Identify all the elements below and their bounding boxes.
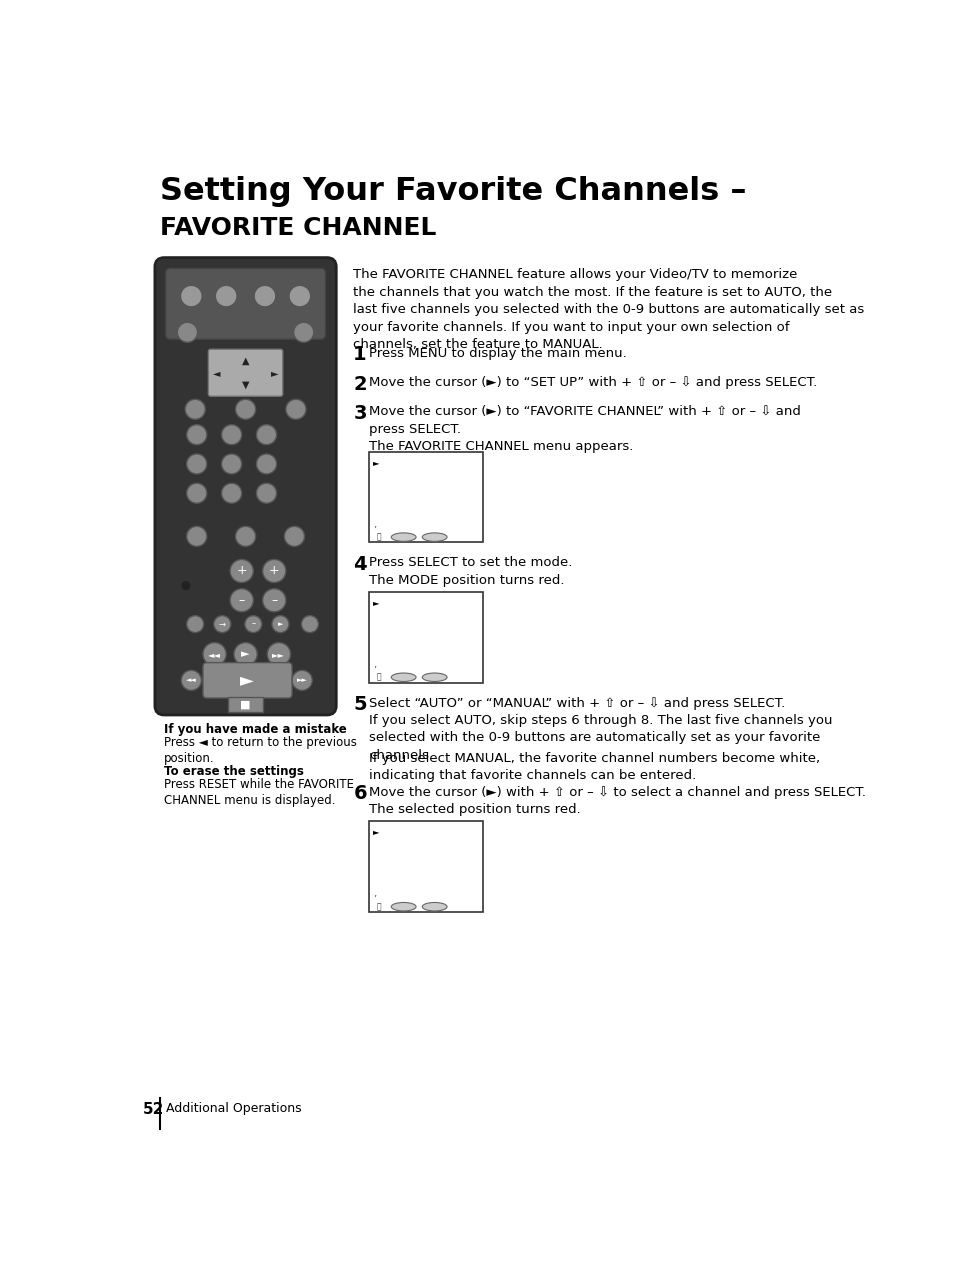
Circle shape — [215, 285, 236, 307]
Circle shape — [221, 424, 241, 445]
Circle shape — [187, 615, 204, 633]
Circle shape — [221, 483, 241, 503]
Text: –: – — [238, 594, 245, 606]
Circle shape — [187, 483, 207, 503]
Text: To erase the settings: To erase the settings — [164, 764, 304, 778]
Bar — [369, 822, 483, 912]
Text: If you have made a mistake: If you have made a mistake — [164, 722, 347, 735]
Circle shape — [267, 642, 291, 666]
Text: 1: 1 — [353, 345, 367, 364]
Circle shape — [262, 589, 286, 612]
Text: ►►: ►► — [296, 678, 307, 683]
FancyBboxPatch shape — [208, 349, 282, 396]
Circle shape — [221, 454, 241, 474]
Text: ►►: ►► — [273, 650, 285, 659]
Circle shape — [294, 322, 314, 343]
Text: If you select MANUAL, the favorite channel numbers become white,
indicating that: If you select MANUAL, the favorite chann… — [369, 752, 819, 782]
Circle shape — [177, 322, 197, 343]
Text: ►: ► — [277, 622, 283, 627]
Circle shape — [213, 615, 231, 633]
Text: Move the cursor (►) to “FAVORITE CHANNEL” with + ⇧ or – ⇩ and
press SELECT.
The : Move the cursor (►) to “FAVORITE CHANNEL… — [369, 405, 800, 454]
Bar — [228, 697, 263, 712]
FancyBboxPatch shape — [203, 662, 292, 698]
Text: ►: ► — [241, 650, 250, 659]
Text: ►: ► — [373, 827, 379, 837]
Text: ⎘: ⎘ — [376, 673, 381, 682]
Text: –: – — [271, 594, 277, 606]
Text: ►: ► — [373, 457, 379, 466]
Circle shape — [185, 399, 205, 419]
Circle shape — [235, 399, 255, 419]
Text: ⎘: ⎘ — [376, 533, 381, 541]
Circle shape — [286, 399, 306, 419]
Ellipse shape — [422, 673, 447, 682]
Circle shape — [245, 615, 261, 633]
Text: Move the cursor (►) with + ⇧ or – ⇩ to select a channel and press SELECT.
The se: Move the cursor (►) with + ⇧ or – ⇩ to s… — [369, 786, 865, 817]
Circle shape — [262, 559, 286, 582]
Text: Additional Operations: Additional Operations — [166, 1102, 301, 1115]
Circle shape — [292, 670, 312, 691]
Text: Press MENU to display the main menu.: Press MENU to display the main menu. — [369, 347, 626, 361]
Ellipse shape — [391, 533, 416, 541]
Circle shape — [180, 285, 202, 307]
Circle shape — [256, 483, 276, 503]
Text: ◄◄: ◄◄ — [186, 678, 196, 683]
Text: Move the cursor (►) to “SET UP” with + ⇧ or – ⇩ and press SELECT.: Move the cursor (►) to “SET UP” with + ⇧… — [369, 376, 816, 389]
Text: ’: ’ — [373, 896, 376, 905]
Text: ⎘: ⎘ — [376, 902, 381, 911]
Circle shape — [203, 642, 226, 666]
Text: ►: ► — [373, 598, 379, 606]
Text: ►: ► — [240, 671, 253, 689]
FancyBboxPatch shape — [154, 257, 335, 715]
Text: Setting Your Favorite Channels –: Setting Your Favorite Channels – — [159, 176, 745, 206]
Text: 2: 2 — [353, 375, 367, 394]
Text: +: + — [269, 564, 279, 577]
Text: ►: ► — [271, 368, 277, 378]
Circle shape — [187, 454, 207, 474]
Text: ▼: ▼ — [241, 380, 249, 390]
Text: +: + — [236, 564, 247, 577]
Circle shape — [253, 285, 275, 307]
Text: ▲: ▲ — [241, 355, 249, 366]
Text: 4: 4 — [353, 554, 367, 573]
Ellipse shape — [422, 902, 447, 911]
Text: Press RESET while the FAVORITE
CHANNEL menu is displayed.: Press RESET while the FAVORITE CHANNEL m… — [164, 778, 354, 808]
Circle shape — [256, 424, 276, 445]
Text: →: → — [218, 619, 226, 628]
Circle shape — [230, 589, 253, 612]
Text: 6: 6 — [353, 785, 367, 804]
Circle shape — [233, 642, 257, 666]
Text: ◄: ◄ — [213, 368, 220, 378]
Circle shape — [187, 526, 207, 547]
Text: Press ◄ to return to the previous
position.: Press ◄ to return to the previous positi… — [164, 736, 356, 764]
Ellipse shape — [391, 902, 416, 911]
Text: ’: ’ — [373, 666, 376, 675]
Text: ’: ’ — [373, 526, 376, 535]
Text: ◄◄: ◄◄ — [208, 650, 221, 659]
Text: Select “AUTO” or “MANUAL” with + ⇧ or – ⇩ and press SELECT.
If you select AUTO, : Select “AUTO” or “MANUAL” with + ⇧ or – … — [369, 697, 831, 762]
Circle shape — [272, 615, 289, 633]
Text: The FAVORITE CHANNEL feature allows your Video/TV to memorize
the channels that : The FAVORITE CHANNEL feature allows your… — [353, 269, 863, 352]
Text: FAVORITE CHANNEL: FAVORITE CHANNEL — [159, 217, 436, 240]
Circle shape — [289, 285, 311, 307]
Text: ■: ■ — [240, 699, 251, 710]
Circle shape — [301, 615, 318, 633]
Circle shape — [230, 559, 253, 582]
Text: 3: 3 — [353, 404, 366, 423]
Ellipse shape — [391, 673, 416, 682]
Circle shape — [256, 454, 276, 474]
Text: 5: 5 — [353, 694, 367, 713]
Circle shape — [284, 526, 304, 547]
Circle shape — [235, 526, 255, 547]
FancyBboxPatch shape — [166, 269, 325, 339]
Circle shape — [187, 424, 207, 445]
Text: 52: 52 — [142, 1102, 164, 1117]
Bar — [369, 592, 483, 683]
Bar — [369, 452, 483, 543]
Text: –: – — [251, 619, 255, 628]
Ellipse shape — [422, 533, 447, 541]
Text: Press SELECT to set the mode.
The MODE position turns red.: Press SELECT to set the mode. The MODE p… — [369, 557, 572, 587]
Circle shape — [181, 670, 201, 691]
Circle shape — [182, 582, 190, 590]
